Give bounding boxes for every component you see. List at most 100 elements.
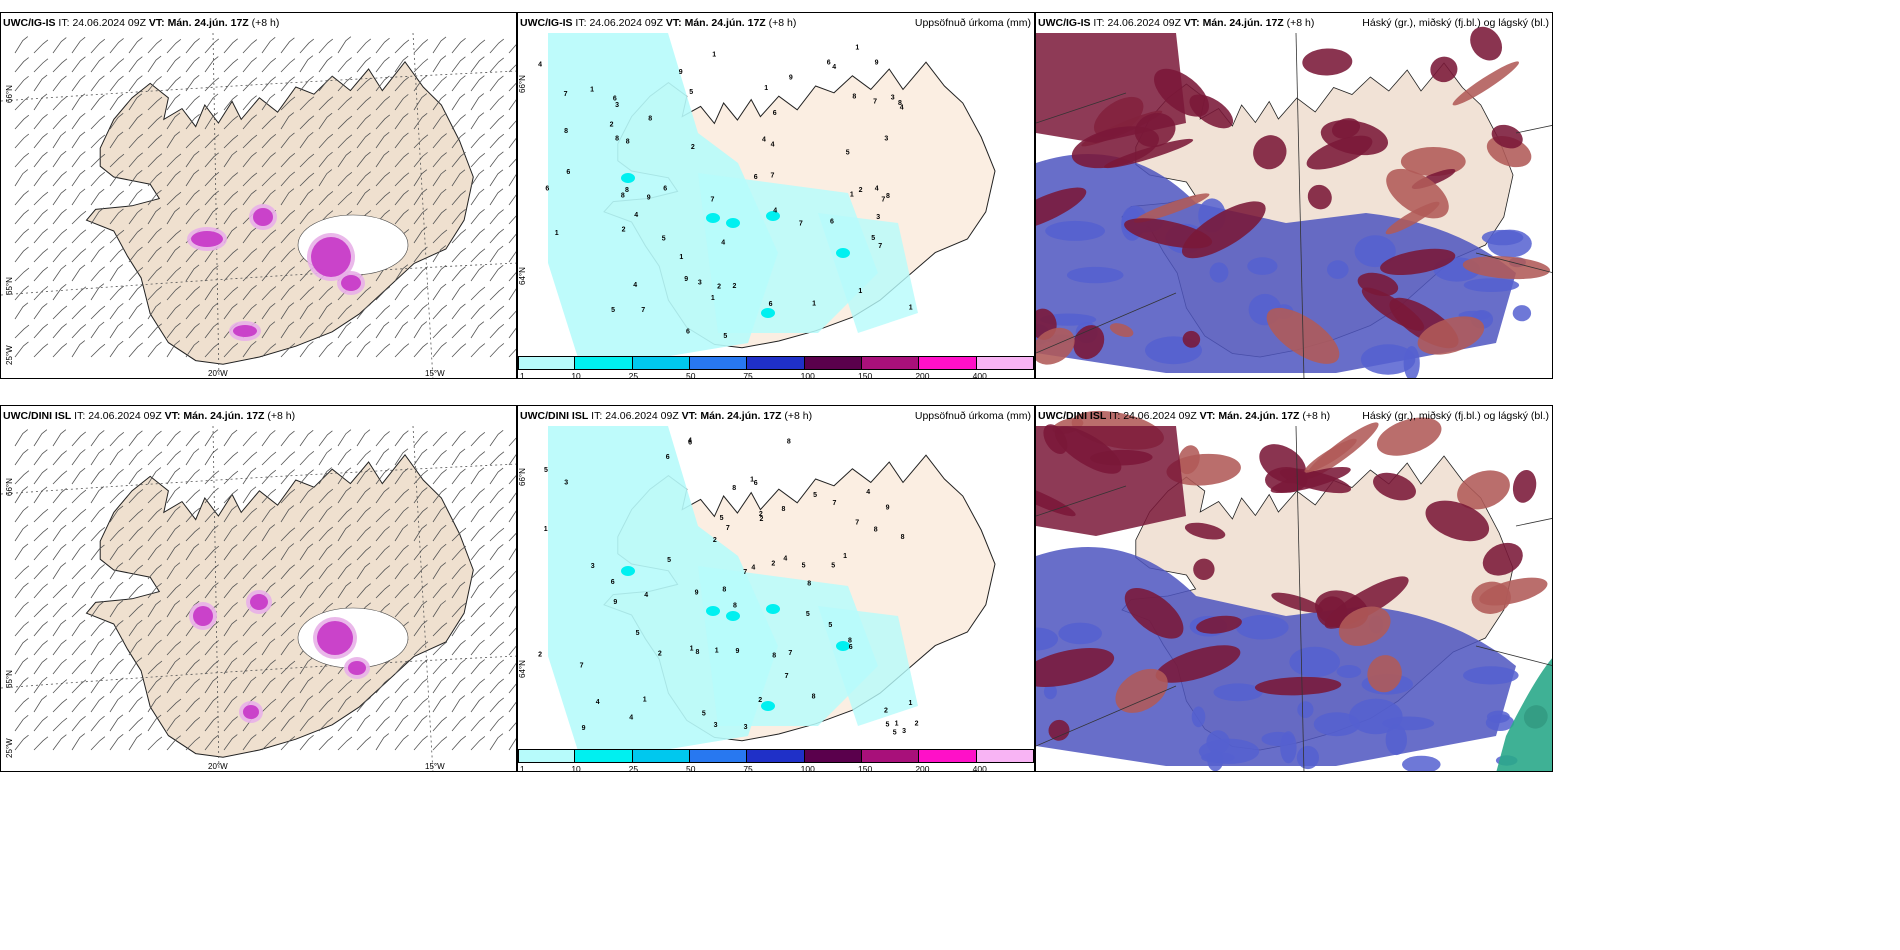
precip-value-label: 2 bbox=[771, 561, 775, 568]
wind-barb bbox=[337, 76, 353, 92]
precip-value-label: 5 bbox=[702, 711, 706, 718]
wind-barb bbox=[33, 151, 48, 168]
wind-barb bbox=[33, 736, 49, 751]
wind-barb bbox=[52, 37, 67, 54]
lead-time: (+8 h) bbox=[1302, 410, 1331, 422]
wind-barb bbox=[375, 305, 391, 320]
wind-barb bbox=[166, 170, 181, 187]
precip-value-label: 5 bbox=[806, 611, 810, 618]
wind-barb bbox=[147, 583, 162, 599]
high-cloud-area bbox=[1367, 655, 1402, 693]
precip-value-label: 6 bbox=[754, 174, 758, 181]
wind-barb bbox=[413, 600, 428, 618]
wind-barb bbox=[394, 321, 409, 339]
wind-barb bbox=[71, 56, 86, 73]
wind-barb bbox=[299, 430, 314, 447]
wind-barb bbox=[394, 39, 410, 54]
wind-barb bbox=[413, 112, 428, 130]
high-cloud-area bbox=[1452, 61, 1519, 106]
precip-colorbar: 1 10 25 50 75 100 150 200 400 bbox=[518, 356, 1034, 378]
wind-barb bbox=[489, 429, 504, 447]
wind-barb bbox=[299, 286, 315, 301]
wind-barb bbox=[90, 657, 105, 675]
precip-value-label: 7 bbox=[833, 500, 837, 507]
wind-barb bbox=[242, 621, 257, 637]
colorbar-swatch bbox=[575, 749, 633, 763]
wind-barb bbox=[318, 430, 333, 447]
colorbar-swatch bbox=[862, 749, 920, 763]
wind-barb bbox=[33, 429, 48, 447]
wind-barb bbox=[242, 134, 258, 149]
wind-barb bbox=[33, 286, 49, 301]
precip-value-label: 2 bbox=[658, 650, 662, 657]
wind-barb bbox=[280, 430, 295, 447]
precip-value-label: 8 bbox=[626, 138, 630, 145]
wind-barb bbox=[147, 55, 162, 73]
precip-value-label: 9 bbox=[789, 75, 793, 82]
high-cloud-area bbox=[1184, 522, 1226, 540]
wind-barb bbox=[432, 659, 448, 675]
wind-barb bbox=[375, 468, 390, 485]
wind-barb bbox=[375, 487, 390, 504]
wind-barb bbox=[109, 526, 125, 542]
wind-barb bbox=[109, 543, 124, 561]
wind-barb bbox=[204, 660, 220, 675]
wind-barb bbox=[109, 321, 124, 339]
panel-header: UWC/IG-IS IT: 24.06.2024 09Z VT: Mán. 24… bbox=[1038, 17, 1314, 29]
wind-barb bbox=[451, 93, 466, 111]
wind-barb bbox=[242, 303, 257, 320]
high-cloud-area bbox=[1178, 445, 1200, 475]
precip-value-label: 2 bbox=[859, 187, 863, 194]
precip-value-label: 4 bbox=[634, 212, 638, 219]
wind-barb bbox=[508, 327, 516, 339]
wind-barb bbox=[280, 76, 295, 92]
wind-barb bbox=[299, 565, 315, 580]
low-cloud-area bbox=[1207, 749, 1224, 771]
wind-barb bbox=[147, 171, 163, 187]
colorbar-tick: 1 bbox=[520, 371, 525, 379]
colorbar-tick: 100 bbox=[800, 371, 815, 379]
wind-barb bbox=[71, 286, 87, 301]
wind-barb bbox=[90, 526, 106, 542]
wind-barb bbox=[280, 638, 295, 656]
wind-barb bbox=[432, 736, 448, 751]
wind-barb bbox=[375, 716, 390, 732]
precip-spot bbox=[706, 606, 720, 616]
wind-barb bbox=[356, 114, 371, 130]
wind-barb bbox=[204, 190, 220, 206]
high-cloud-area bbox=[1182, 330, 1201, 348]
wind-barb bbox=[109, 714, 124, 732]
colorbar-swatch bbox=[632, 356, 690, 370]
wind-barb bbox=[52, 58, 68, 73]
precip-value-label: 2 bbox=[760, 516, 764, 523]
wind-barb bbox=[299, 302, 314, 320]
wind-barb bbox=[261, 488, 277, 504]
wind-barb bbox=[147, 76, 162, 92]
wind-barb bbox=[109, 247, 125, 263]
wind-barb bbox=[90, 266, 105, 282]
wind-barb bbox=[204, 525, 219, 542]
wind-barb bbox=[166, 600, 181, 618]
wind-barb bbox=[394, 304, 410, 320]
wind-barb bbox=[223, 470, 239, 485]
wind-barb bbox=[508, 532, 516, 542]
wind-barb bbox=[299, 341, 314, 358]
lead-time: (+8 h) bbox=[251, 17, 280, 29]
wind-barb bbox=[33, 603, 49, 618]
precip-value-label: 8 bbox=[848, 638, 852, 645]
wind-barb bbox=[432, 676, 447, 694]
precip-value-label: 5 bbox=[828, 622, 832, 629]
wind-barb bbox=[33, 266, 49, 282]
precip-spot bbox=[621, 173, 635, 183]
high-cloud-area bbox=[1196, 615, 1242, 634]
wind-barb bbox=[299, 132, 314, 149]
precip-value-label: 4 bbox=[644, 592, 648, 599]
wind-barb bbox=[185, 134, 201, 149]
wind-barb bbox=[432, 695, 447, 713]
wind-barb bbox=[52, 323, 67, 339]
wind-barb bbox=[394, 714, 409, 732]
precip-spot bbox=[766, 211, 780, 221]
wind-barb bbox=[109, 75, 124, 92]
wind-barb bbox=[280, 584, 296, 599]
wind-barb bbox=[71, 489, 87, 504]
